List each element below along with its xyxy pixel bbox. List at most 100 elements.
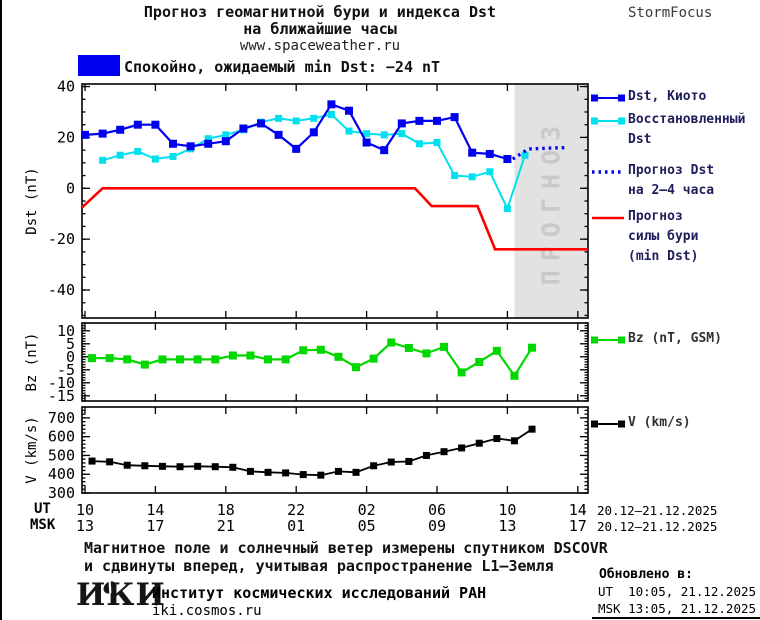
legend-sample-icon (591, 117, 625, 125)
series-0-marker (510, 371, 519, 380)
msk-hour-label: 17 (568, 517, 587, 535)
legend-sample-icon (592, 216, 624, 220)
ut-hour-label: 10 (498, 501, 517, 519)
series-0-marker (176, 463, 184, 471)
series-1-marker (363, 130, 371, 138)
series-0-marker (229, 463, 237, 471)
series-0-marker (140, 360, 149, 369)
series-0 (88, 425, 536, 479)
series-0-marker (510, 437, 518, 445)
series-1-marker (99, 156, 107, 164)
series-0-marker (281, 355, 290, 364)
ut-hour-label: 14 (146, 501, 165, 519)
series-0-marker (457, 368, 466, 377)
series-0-marker (404, 343, 413, 352)
y-tick-label: 500 (48, 446, 75, 464)
series-2-marker (415, 116, 424, 125)
series-2-marker (309, 128, 318, 137)
legend-entry-3: Прогноз силы бури (min Dst) (591, 207, 698, 267)
series-0-marker (299, 471, 307, 479)
series-0-marker (299, 346, 308, 355)
legend-label: Bz (nT, GSM) (628, 331, 722, 346)
series-0-marker (422, 451, 430, 459)
series-0-marker (475, 439, 483, 447)
brand-label: StormFocus (628, 5, 713, 21)
y-tick-label: 300 (48, 484, 75, 502)
legend-sample-icon (592, 170, 624, 174)
y-tick-label: 700 (48, 409, 75, 427)
series-0-marker (492, 346, 501, 355)
y-tick-label: 600 (48, 428, 75, 446)
series-1-marker (486, 168, 494, 176)
forecast-region-label: ПРОГНОЗ (537, 117, 566, 285)
window-bottom-border (592, 617, 760, 619)
series-1-marker (292, 117, 300, 125)
y-tick-label: 0 (66, 179, 75, 197)
series-0-marker (264, 355, 273, 364)
storm-level-swatch (78, 55, 120, 76)
y-tick-label: 40 (57, 78, 75, 96)
series-0-line (91, 428, 533, 477)
series-0 (81, 187, 588, 251)
msk-hour-label: 17 (146, 517, 165, 535)
organization-name: Институт космических исследований РАН (152, 584, 487, 602)
series-1-marker (310, 114, 318, 122)
series-0-marker (387, 338, 396, 347)
series-0-marker (334, 352, 343, 361)
updated-at-msk: MSK 13:05, 21.12.2025 (598, 601, 757, 616)
ut-hour-label: 06 (427, 501, 447, 519)
msk-hour-label: 05 (357, 517, 376, 535)
storm-status-text: Спокойно, ожидаемый min Dst: −24 nT (124, 58, 441, 76)
series-0-marker (370, 462, 378, 470)
series-2-marker (380, 146, 389, 155)
series-0-marker (282, 469, 290, 477)
ut-hour-label: 22 (287, 501, 306, 519)
series-1-marker (345, 127, 353, 135)
series-0-line (81, 187, 588, 251)
series-0-marker (123, 355, 132, 364)
legend-entry-4: Bz (nT, GSM) (591, 329, 722, 349)
series-0-marker (528, 425, 536, 433)
series-0-marker (405, 457, 413, 465)
series-1-marker (380, 131, 388, 139)
site-url: www.spaceweather.ru (239, 38, 401, 54)
ut-hour-label: 10 (75, 501, 95, 519)
series-0-marker (88, 457, 96, 465)
page-title: Прогноз геомагнитной бури и индекса Dst (143, 3, 497, 21)
legend-label: Восстановленный Dst (628, 112, 746, 147)
msk-hour-label: 13 (498, 517, 517, 535)
series-2-marker (485, 149, 494, 158)
legend-label: Прогноз Dst на 2–4 часа (628, 163, 715, 198)
legend-label: Прогноз силы бури (min Dst) (628, 209, 699, 264)
series-2-marker (433, 116, 441, 125)
legend-sample-icon (591, 420, 625, 428)
msk-hour-label: 01 (287, 517, 306, 535)
series-0-marker (317, 471, 325, 479)
legend-label: Dst, Киото (628, 89, 707, 104)
series-0-marker (352, 363, 361, 372)
series-0-marker (88, 354, 97, 363)
series-0-marker (264, 468, 272, 476)
measurement-note-line2: и сдвинуты вперед, учитывая распростране… (84, 557, 554, 575)
series-2-marker (221, 137, 230, 146)
series-1-marker (398, 130, 406, 138)
ut-hour-label: 14 (568, 501, 587, 519)
series-1-marker (503, 205, 511, 213)
series-2-marker (98, 129, 107, 138)
series-1-marker (204, 135, 212, 143)
series-0-marker (475, 358, 484, 366)
axes: 40 20 0 -20 -40 (48, 78, 589, 319)
series-2-marker (362, 138, 371, 147)
series-0-marker (106, 458, 114, 466)
ut-axis-label: UT (34, 501, 51, 517)
series-0-marker (246, 467, 254, 475)
series-1-marker (275, 114, 283, 122)
msk-date-range: 20.12–21.12.2025 (597, 519, 718, 534)
series-0-marker (440, 342, 449, 351)
series-2-marker (397, 119, 406, 128)
series-0-marker (422, 349, 431, 358)
y-tick-label: -20 (48, 230, 75, 248)
y-axis-label: V (km/s) (24, 416, 40, 483)
ut-hour-label: 02 (357, 501, 376, 519)
